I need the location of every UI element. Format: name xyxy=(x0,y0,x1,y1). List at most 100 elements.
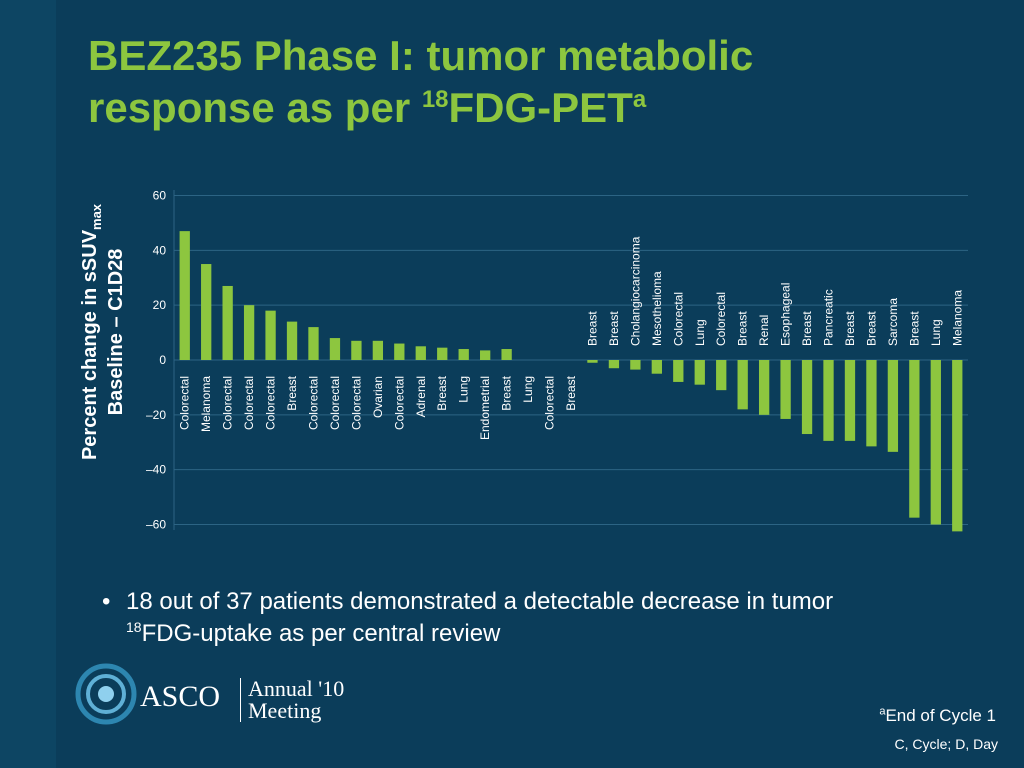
title-main: FDG-PET xyxy=(448,84,633,131)
bar xyxy=(329,338,341,360)
x-category-label: Colorectal xyxy=(392,376,406,430)
bar xyxy=(909,360,920,518)
x-category-label: Breast xyxy=(607,311,621,346)
bullet-text-part2: FDG-uptake as per central review xyxy=(141,620,501,647)
bullet-text: 18 out of 37 patients demonstrated a det… xyxy=(102,586,982,650)
bar xyxy=(394,343,405,360)
x-category-label: Sarcoma xyxy=(886,298,900,346)
logo-annual: Annual '10 xyxy=(248,676,345,701)
y-axis-label-main: Percent change in sSUV xyxy=(79,229,101,460)
bar xyxy=(737,360,748,410)
asco-target-icon xyxy=(75,663,137,725)
x-category-label: Breast xyxy=(285,375,299,410)
bar xyxy=(372,340,384,360)
y-tick-label: –60 xyxy=(146,518,166,532)
x-category-label: Cholangiocarcinoma xyxy=(628,236,642,346)
bar xyxy=(243,305,255,360)
bar xyxy=(308,327,319,360)
x-category-label: Breast xyxy=(585,311,599,346)
bar xyxy=(179,231,190,360)
title-footnote-marker: a xyxy=(632,86,647,113)
bar xyxy=(930,360,941,525)
footnote-abbrev: C, Cycle; D, Day xyxy=(894,736,998,752)
y-tick-label: 60 xyxy=(153,188,167,202)
x-category-label: Colorectal xyxy=(242,376,256,430)
bar xyxy=(694,360,705,385)
footnote-a: aEnd of Cycle 1 xyxy=(879,706,996,726)
y-axis-label-line1: Percent change in sSUVmax xyxy=(79,203,104,460)
x-category-label: Renal xyxy=(757,315,771,346)
title-line2-prefix: response as per xyxy=(88,84,422,131)
footnote-a-marker: a xyxy=(879,705,886,718)
x-category-label: Endometrial xyxy=(478,376,492,440)
slide-title: BEZ235 Phase I: tumor metabolic response… xyxy=(88,30,988,134)
y-axis-label-sub: max xyxy=(89,203,104,230)
x-category-label: Mesothelioma xyxy=(650,271,664,346)
bar xyxy=(415,346,426,360)
x-category-label: Colorectal xyxy=(221,376,235,430)
title-superscript: 18 xyxy=(421,86,449,113)
y-tick-label: 20 xyxy=(153,298,167,312)
x-category-label: Breast xyxy=(907,311,921,346)
bar xyxy=(780,360,791,419)
y-tick-label: 0 xyxy=(159,353,166,367)
chart-grid xyxy=(174,194,968,526)
bullet-superscript: 18 xyxy=(126,619,142,635)
bar xyxy=(437,347,448,360)
x-category-label: Colorectal xyxy=(349,376,363,430)
x-category-label: Lung xyxy=(929,319,943,346)
x-category-label: Breast xyxy=(500,375,514,410)
x-category-label: Colorectal xyxy=(714,292,728,346)
bar xyxy=(866,360,877,447)
logo-divider xyxy=(240,678,241,722)
bar xyxy=(630,360,641,370)
bar xyxy=(587,360,598,363)
y-axis: 60 40 20 0 –20 –40 –60 xyxy=(146,188,175,532)
x-category-label: Colorectal xyxy=(178,376,192,430)
x-category-label: Breast xyxy=(564,375,578,410)
x-category-label: Adrenal xyxy=(414,376,428,417)
y-tick-label: –40 xyxy=(146,463,166,477)
x-category-label: Esophageal xyxy=(779,283,793,346)
bar xyxy=(952,360,963,532)
bullet-point: • 18 out of 37 patients demonstrated a d… xyxy=(102,586,982,650)
bar xyxy=(265,310,276,360)
x-category-label: Melanoma xyxy=(199,376,213,432)
footnote-a-text: End of Cycle 1 xyxy=(885,706,996,725)
logo-meeting: Meeting xyxy=(248,698,322,723)
x-category-label: Colorectal xyxy=(543,376,557,430)
x-category-label: Lung xyxy=(521,376,535,403)
y-axis-label-line2: Baseline – C1D28 xyxy=(105,249,127,416)
bullet-dot: • xyxy=(102,588,111,615)
bar xyxy=(501,349,512,360)
x-category-label: Lung xyxy=(693,319,707,346)
bar xyxy=(823,360,834,441)
x-category-label: Lung xyxy=(457,376,471,403)
x-category-label: Breast xyxy=(736,311,750,346)
bar xyxy=(673,360,684,382)
bar xyxy=(480,350,491,360)
x-category-label: Ovarian xyxy=(371,376,385,418)
bar xyxy=(844,360,856,441)
title-line1: BEZ235 Phase I: tumor metabolic xyxy=(88,32,754,79)
x-category-label: Melanoma xyxy=(950,290,964,346)
x-category-label: Colorectal xyxy=(264,376,278,430)
x-category-label: Breast xyxy=(800,311,814,346)
bar xyxy=(801,360,813,435)
bullet-text-part1: 18 out of 37 patients demonstrated a det… xyxy=(126,588,834,615)
x-category-label: Pancreatic xyxy=(822,289,836,346)
x-category-labels: Colorectal Melanoma Colorectal Colorectal Co… xyxy=(178,236,965,440)
bar xyxy=(201,264,212,360)
bar xyxy=(758,360,770,415)
bar xyxy=(286,321,298,360)
bar xyxy=(458,349,469,360)
x-category-label: Colorectal xyxy=(306,376,320,430)
side-band xyxy=(0,0,56,768)
x-category-label: Breast xyxy=(435,375,449,410)
x-category-label: Colorectal xyxy=(671,292,685,346)
bar xyxy=(351,340,362,360)
y-tick-label: 40 xyxy=(153,243,167,257)
y-tick-label: –20 xyxy=(146,408,166,422)
bar xyxy=(887,360,899,452)
